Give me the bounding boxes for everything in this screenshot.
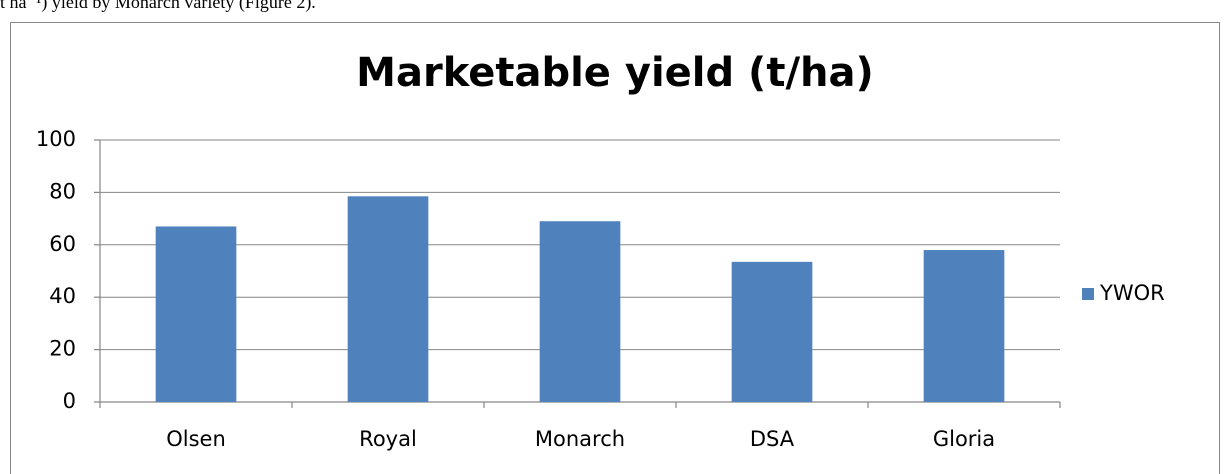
y-tick-label: 40 (49, 284, 76, 308)
x-tick-label: Olsen (166, 427, 226, 451)
x-tick-label: Monarch (535, 427, 625, 451)
chart-title: Marketable yield (t/ha) (356, 50, 874, 96)
x-tick-label: Royal (359, 427, 417, 451)
document-text: t ha⁻¹) yield by Monarch variety (Figure… (0, 0, 316, 13)
bar (923, 250, 1005, 402)
y-tick-label: 20 (49, 337, 76, 361)
y-tick-label: 100 (36, 127, 76, 151)
x-tick-label: DSA (750, 427, 795, 451)
y-tick-label: 0 (63, 389, 76, 413)
legend-label: YWOR (1099, 281, 1165, 305)
legend-swatch (1082, 288, 1094, 300)
bar (539, 221, 621, 402)
y-tick-label: 60 (49, 232, 76, 256)
bar (155, 226, 237, 402)
bar (731, 261, 813, 402)
y-tick-label: 80 (49, 179, 76, 203)
x-tick-label: Gloria (933, 427, 995, 451)
bar (347, 196, 429, 402)
